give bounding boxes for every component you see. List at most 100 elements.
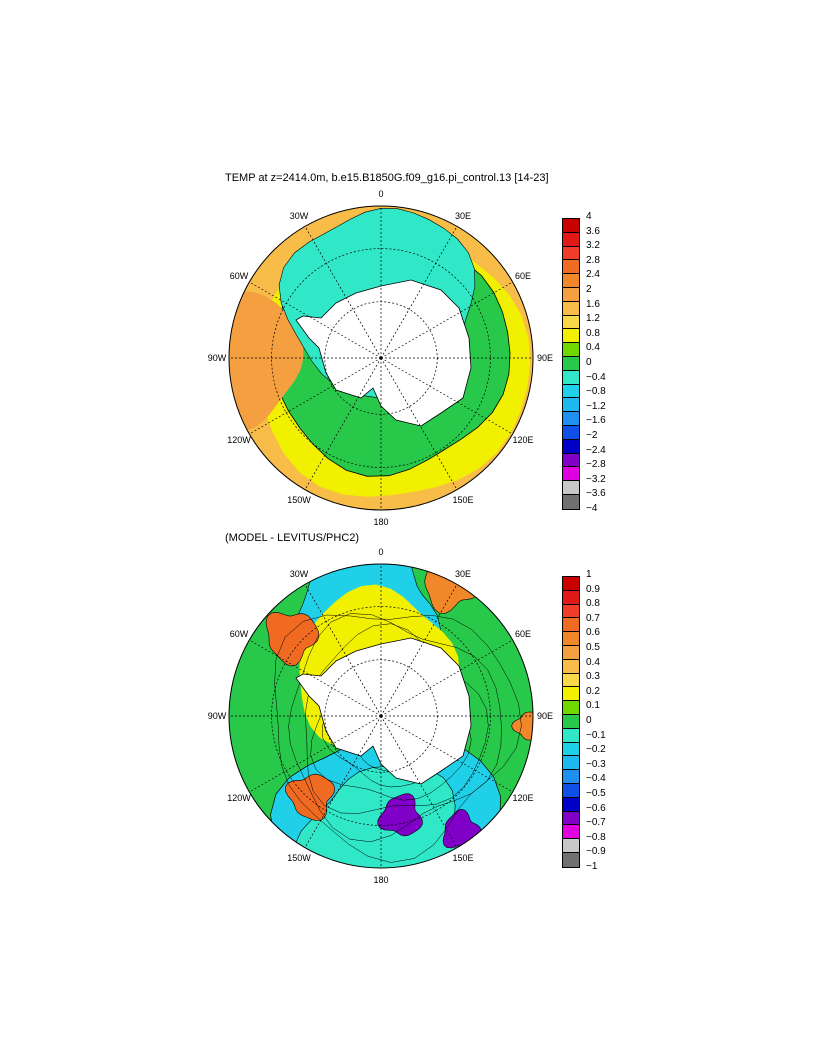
longitude-label: 90E bbox=[536, 711, 554, 721]
colorbar-swatch bbox=[563, 425, 579, 440]
colorbar-swatch bbox=[563, 852, 579, 867]
colorbar-tick-label: 0.5 bbox=[586, 642, 600, 653]
colorbar-swatch bbox=[563, 659, 579, 674]
longitude-label: 90W bbox=[207, 353, 227, 363]
meridian-line bbox=[249, 357, 382, 435]
meridian-line bbox=[380, 226, 458, 359]
longitude-label: 150E bbox=[452, 853, 474, 864]
colorbar-tick-label: 0.4 bbox=[586, 342, 600, 354]
meridian-line bbox=[380, 357, 513, 435]
meridian-line bbox=[304, 226, 382, 359]
panel1-title: TEMP at z=2414.0m, b.e15.B1850G.f09_g16.… bbox=[225, 172, 549, 184]
colorbar-swatch bbox=[563, 453, 579, 468]
colorbar-swatch bbox=[563, 797, 579, 812]
colorbar-tick-label: 2.4 bbox=[586, 269, 600, 281]
colorbar-tick-label: 0.7 bbox=[586, 612, 600, 624]
longitude-label: 30W bbox=[289, 568, 309, 579]
colorbar-swatch bbox=[563, 398, 579, 413]
colorbar-tick-label: 0.9 bbox=[586, 583, 600, 595]
colorbar-swatch bbox=[563, 412, 579, 426]
colorbar-swatch bbox=[563, 783, 579, 798]
longitude-label: 90W bbox=[207, 711, 227, 721]
longitude-label: 30W bbox=[289, 210, 309, 221]
colorbar-swatch bbox=[563, 343, 579, 357]
colorbar-tick-label: −0.8 bbox=[586, 831, 606, 843]
longitude-label: 150E bbox=[452, 495, 474, 506]
colorbar-swatch bbox=[563, 742, 579, 757]
colorbar-tick-label: −1.6 bbox=[586, 415, 606, 427]
colorbar-tick-label: −3.2 bbox=[586, 473, 606, 485]
colorbar-tick-label: 0.3 bbox=[586, 671, 600, 683]
colorbar-swatch bbox=[563, 577, 579, 591]
colorbar-swatch bbox=[563, 825, 579, 840]
colorbar-swatch bbox=[563, 356, 579, 371]
colorbar-tick-label: −0.6 bbox=[586, 802, 606, 814]
colorbar-tick-label: −4 bbox=[586, 503, 598, 514]
longitude-label: 0 bbox=[378, 189, 384, 199]
colorbar-swatch bbox=[563, 467, 579, 482]
colorbar-swatch bbox=[563, 728, 579, 743]
colorbar-tick-label: 0.8 bbox=[586, 598, 600, 610]
longitude-label: 30E bbox=[454, 568, 472, 579]
colorbar-swatch bbox=[563, 673, 579, 688]
colorbar-swatch bbox=[563, 632, 579, 646]
longitude-label: 60W bbox=[229, 271, 249, 281]
colorbar-swatch bbox=[563, 714, 579, 729]
colorbar-swatch bbox=[563, 645, 579, 660]
colorbar-tick-label: −0.5 bbox=[586, 788, 606, 799]
longitude-label: 60W bbox=[229, 629, 249, 639]
meridian-line bbox=[380, 281, 513, 359]
colorbar-tick-label: −1.2 bbox=[586, 400, 606, 412]
panel2-title: (MODEL - LEVITUS/PHC2) bbox=[225, 532, 360, 544]
colorbar-swatch bbox=[563, 274, 579, 288]
ocean-field-band bbox=[229, 291, 304, 433]
longitude-label: 180 bbox=[373, 517, 389, 527]
colorbar-swatch bbox=[563, 301, 579, 316]
colorbar-swatch bbox=[563, 329, 579, 344]
colorbar-swatch bbox=[563, 287, 579, 302]
longitude-label: 30E bbox=[454, 210, 472, 221]
colorbar-swatch bbox=[563, 811, 579, 826]
colorbar-tick-label: −2.4 bbox=[586, 444, 606, 456]
longitude-label: 120W bbox=[227, 793, 251, 803]
colorbar-tick-label: −0.3 bbox=[586, 758, 606, 770]
longitude-label: 120E bbox=[512, 793, 534, 803]
colorbar-tick-label: 3.2 bbox=[586, 240, 600, 252]
colorbar-tick-label: −0.1 bbox=[586, 729, 606, 741]
colorbar-tick-label: 0 bbox=[586, 357, 592, 368]
colorbar-tick-label: −2.8 bbox=[586, 459, 606, 471]
colorbar-tick-label: −0.4 bbox=[586, 371, 606, 383]
colorbar-tick-label: 2 bbox=[586, 284, 592, 295]
colorbar-tick-label: −0.2 bbox=[586, 744, 606, 756]
longitude-label: 60E bbox=[515, 271, 532, 281]
meridian-line bbox=[304, 357, 382, 490]
colorbar-tick-label: 0.2 bbox=[586, 685, 600, 697]
longitude-label: 60E bbox=[515, 629, 532, 639]
colorbar-swatch bbox=[563, 494, 579, 509]
colorbar-swatch bbox=[563, 770, 579, 784]
longitude-label: 150W bbox=[287, 495, 311, 506]
colorbar-tick-label: 4 bbox=[586, 211, 592, 222]
colorbar-tick-label: −1 bbox=[586, 861, 598, 872]
longitude-label: 180 bbox=[373, 875, 389, 885]
colorbar-swatch bbox=[563, 260, 579, 275]
colorbar-tick-label: −0.8 bbox=[586, 386, 606, 398]
colorbar-tick-label: 0.6 bbox=[586, 627, 600, 639]
colorbar-tick-label: 3.6 bbox=[586, 225, 600, 237]
longitude-label: 150W bbox=[287, 853, 311, 864]
colorbar-swatch bbox=[563, 481, 579, 495]
longitude-label: 120E bbox=[512, 435, 534, 445]
colorbar-tick-label: −3.6 bbox=[586, 488, 606, 500]
longitude-label: 120W bbox=[227, 435, 251, 445]
colorbar-swatch bbox=[563, 219, 579, 233]
colorbar-tick-label: 0 bbox=[586, 715, 592, 726]
colorbar-tick-label: 1 bbox=[586, 569, 592, 580]
colorbar-swatch bbox=[563, 370, 579, 385]
colorbar-swatch bbox=[563, 618, 579, 633]
colorbar-tick-label: 0.8 bbox=[586, 327, 600, 339]
colorbar-swatch bbox=[563, 384, 579, 399]
colorbar-swatch bbox=[563, 439, 579, 454]
longitude-label: 0 bbox=[378, 547, 384, 557]
colorbar-tick-label: 0.1 bbox=[586, 700, 600, 712]
colorbar-swatch bbox=[563, 839, 579, 853]
